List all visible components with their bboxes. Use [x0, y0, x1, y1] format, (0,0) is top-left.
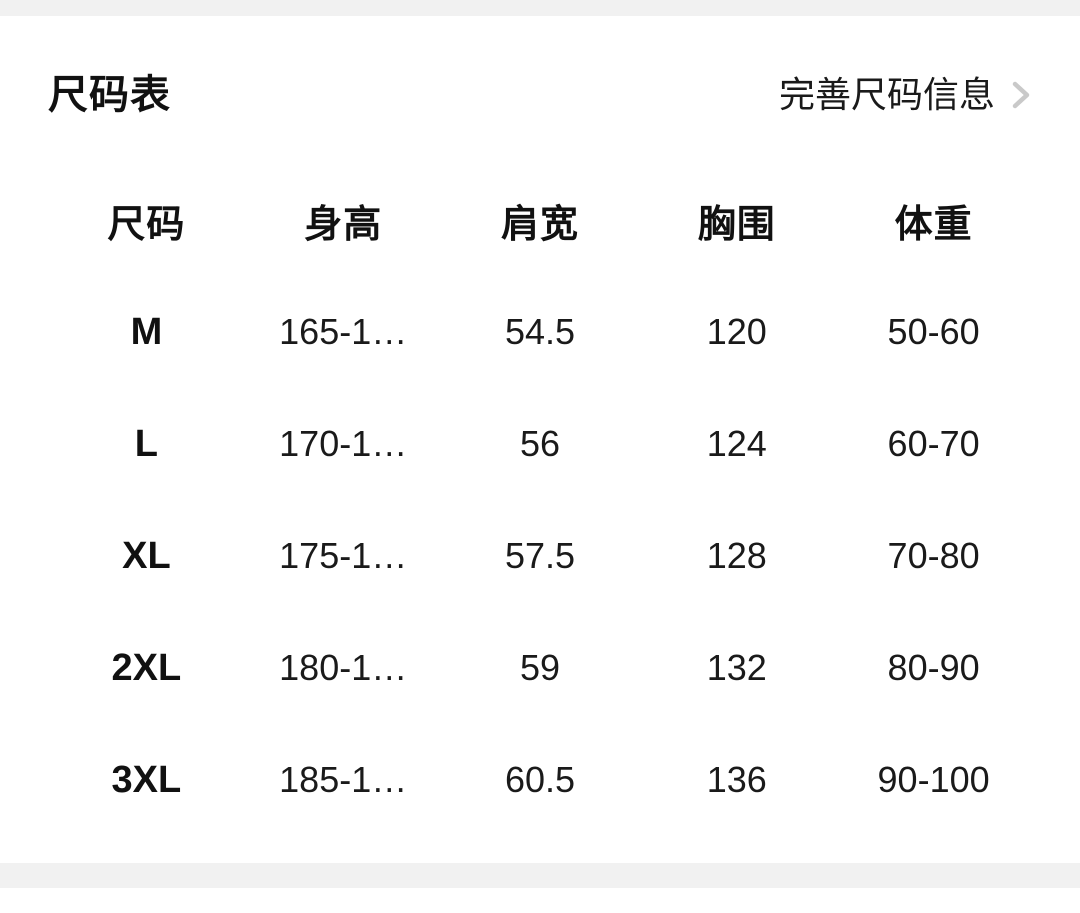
size-table-header-row: 尺码 身高 肩宽 胸围 体重	[0, 164, 1080, 276]
size-table: 尺码 身高 肩宽 胸围 体重 M 165-1… 54.5 120 50-60 L 170-1… 56 12…	[0, 164, 1080, 863]
top-section-divider	[0, 0, 1080, 16]
size-value: 80-90	[887, 647, 980, 688]
bottom-section-divider	[0, 863, 1080, 888]
size-value: 56	[519, 423, 561, 464]
size-value: 165-1…	[279, 311, 408, 352]
column-header: 胸围	[697, 203, 776, 246]
chevron-right-icon	[1012, 81, 1030, 109]
size-table-row: L 170-1… 56 124 60-70	[0, 388, 1080, 500]
column-header: 尺码	[107, 203, 186, 246]
size-label: L	[134, 422, 158, 465]
size-value: 136	[706, 759, 767, 800]
size-table-row: 3XL 185-1… 60.5 136 90-100	[0, 724, 1080, 836]
size-table-row: XL 175-1… 57.5 128 70-80	[0, 500, 1080, 612]
complete-size-info-link[interactable]: 完善尺码信息	[779, 74, 1032, 116]
size-value: 120	[706, 311, 767, 352]
column-header: 身高	[304, 203, 383, 246]
size-value: 180-1…	[279, 647, 408, 688]
size-chart-section: 尺码表 完善尺码信息 尺码 身高 肩宽 胸围 体重 M 165-1… 54.5 120 50-60…	[0, 16, 1080, 863]
size-value: 70-80	[887, 535, 980, 576]
section-title: 尺码表	[48, 73, 171, 117]
size-value: 60.5	[504, 759, 576, 800]
size-value: 50-60	[887, 311, 980, 352]
next-section-peek	[0, 888, 1080, 913]
size-table-row: 2XL 180-1… 59 132 80-90	[0, 612, 1080, 724]
size-value: 59	[519, 647, 561, 688]
size-value: 57.5	[504, 535, 576, 576]
size-label: XL	[122, 534, 171, 577]
size-label: 3XL	[111, 758, 182, 801]
size-value: 54.5	[504, 311, 576, 352]
size-chart-header: 尺码表 完善尺码信息	[0, 16, 1080, 116]
size-label: 2XL	[111, 646, 182, 689]
size-value: 132	[706, 647, 767, 688]
size-value: 90-100	[877, 759, 990, 800]
size-value: 124	[706, 423, 767, 464]
complete-size-info-label: 完善尺码信息	[778, 74, 995, 115]
size-value: 60-70	[887, 423, 980, 464]
size-value: 170-1…	[279, 423, 408, 464]
column-header: 体重	[894, 203, 973, 246]
size-label: M	[130, 310, 163, 353]
size-value: 128	[706, 535, 767, 576]
size-value: 185-1…	[279, 759, 408, 800]
size-table-row: M 165-1… 54.5 120 50-60	[0, 276, 1080, 388]
size-value: 175-1…	[279, 535, 408, 576]
column-header: 肩宽	[500, 203, 579, 246]
